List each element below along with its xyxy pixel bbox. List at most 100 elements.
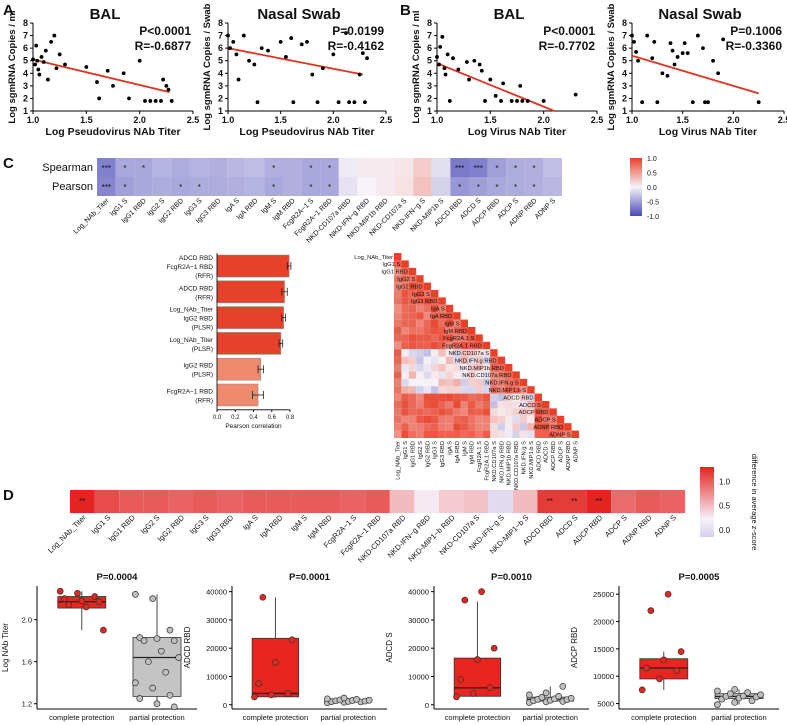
heatmap-cell — [469, 158, 488, 177]
data-point — [716, 71, 721, 76]
bar-category-label: FcgR2A−1 RBD — [167, 389, 214, 396]
heatmap-cell — [439, 490, 464, 513]
significance-mark: * — [309, 164, 312, 173]
correlation-cell — [445, 415, 454, 424]
row-label: NKD.CD107a S — [449, 351, 490, 357]
heatmap-cell — [320, 158, 339, 177]
correlation-cell — [431, 430, 439, 438]
significance-mark: * — [123, 183, 126, 192]
correlation-cell — [527, 393, 535, 401]
bar-category-label: Log_NAb_Titer — [170, 307, 214, 314]
significance-mark: * — [514, 183, 517, 192]
correlation-cell — [512, 408, 520, 416]
y-tick-label: 1.2 — [22, 700, 32, 709]
y-axis-label: Log sgmRNA Copies / Swab — [202, 3, 213, 130]
bar — [216, 383, 259, 407]
x-axis-label: Log Virus NAb Titer — [659, 126, 757, 138]
column-label: IgG3 RBD — [205, 513, 236, 544]
correlation-cell — [505, 364, 513, 372]
correlation-cell — [453, 401, 461, 409]
data-point — [682, 41, 687, 46]
panel-label-c: C — [3, 155, 14, 172]
correlation-cell — [497, 378, 505, 387]
correlation-cell — [445, 341, 454, 350]
y-tick-label: 4 — [23, 68, 28, 78]
correlation-cell — [394, 319, 402, 327]
correlation-cell — [423, 430, 431, 438]
data-point — [706, 100, 710, 105]
data-point — [493, 94, 498, 98]
heatmap-cell — [376, 158, 395, 177]
data-point — [136, 695, 144, 702]
y-axis-label: Log sgmRNA Copies / ml — [7, 10, 18, 123]
data-point — [357, 72, 362, 77]
data-point — [520, 99, 525, 103]
y-tick-label: 8 — [622, 18, 627, 28]
y-tick-label: 1.6 — [22, 658, 32, 667]
x-tick-label: 0.0 — [213, 415, 222, 421]
heatmap-cell — [338, 177, 358, 196]
significance-mark: ** — [79, 497, 85, 506]
correlation-cell — [453, 327, 461, 335]
correlation-cell — [497, 386, 505, 394]
significance-mark: *** — [474, 164, 483, 173]
correlation-cell — [468, 364, 476, 372]
correlation-cell — [394, 349, 402, 357]
heatmap-cell — [94, 490, 120, 513]
heatmap-cell — [394, 158, 414, 177]
correlation-cell — [408, 275, 417, 283]
heatmap-cell — [394, 177, 414, 196]
correlation-cell — [460, 319, 468, 327]
charts-layer: BAL 1 2 3 4 5 6 7 8 1.0 1.5 2.0 2.5 Log Pseudovirus N… — [1, 3, 787, 722]
correlation-cell — [542, 423, 550, 431]
data-point — [65, 601, 73, 609]
correlation-cell — [519, 415, 528, 424]
correlation-cell — [475, 334, 483, 342]
correlation-cell — [423, 393, 431, 401]
data-point — [488, 77, 493, 82]
data-point — [310, 72, 315, 77]
data-point — [153, 700, 161, 708]
column-label: IgG2 RBD — [425, 441, 431, 467]
correlation-cell — [394, 415, 402, 424]
correlation-cell — [408, 282, 417, 290]
category-label: complete protection — [631, 713, 696, 722]
x-tick-label: 2.5 — [187, 115, 200, 125]
panel-label-d: D — [3, 487, 14, 504]
correlation-cell — [519, 423, 528, 431]
heatmap-cell — [543, 177, 562, 196]
correlation-cell — [423, 334, 431, 342]
correlation-cell — [445, 364, 454, 372]
correlation-cell — [416, 401, 424, 409]
data-point — [74, 590, 81, 597]
column-label: IgG1 RBD — [411, 441, 417, 467]
data-point — [82, 603, 90, 611]
heatmap-cell — [134, 158, 153, 177]
y-tick-label: 20000 — [408, 644, 429, 653]
correlation-cell — [401, 290, 409, 298]
data-point — [344, 31, 348, 35]
correlation-cell — [445, 393, 454, 401]
y-tick-label: 10000 — [593, 672, 614, 681]
data-point — [474, 656, 481, 663]
data-point — [525, 99, 530, 103]
data-point — [478, 588, 485, 596]
y-tick-label: 1 — [622, 106, 627, 116]
column-label: IgM S — [289, 513, 309, 533]
correlation-cell — [453, 334, 461, 342]
data-point — [477, 62, 482, 67]
row-label: IgG2 RBD — [396, 284, 422, 290]
column-label: IgG3 S — [433, 441, 439, 459]
correlation-cell — [408, 378, 417, 387]
y-tick-label: 20000 — [206, 644, 227, 653]
correlation-cell — [453, 423, 461, 431]
correlation-cell — [519, 386, 528, 394]
row-label: NKD.IFN.g RBD — [455, 358, 497, 364]
data-point — [234, 52, 239, 57]
correlation-cell — [534, 401, 542, 409]
bar-category-label: ADCD RBD — [179, 255, 213, 262]
data-point — [132, 679, 139, 687]
r-value: R=-0.3360 — [726, 39, 783, 53]
